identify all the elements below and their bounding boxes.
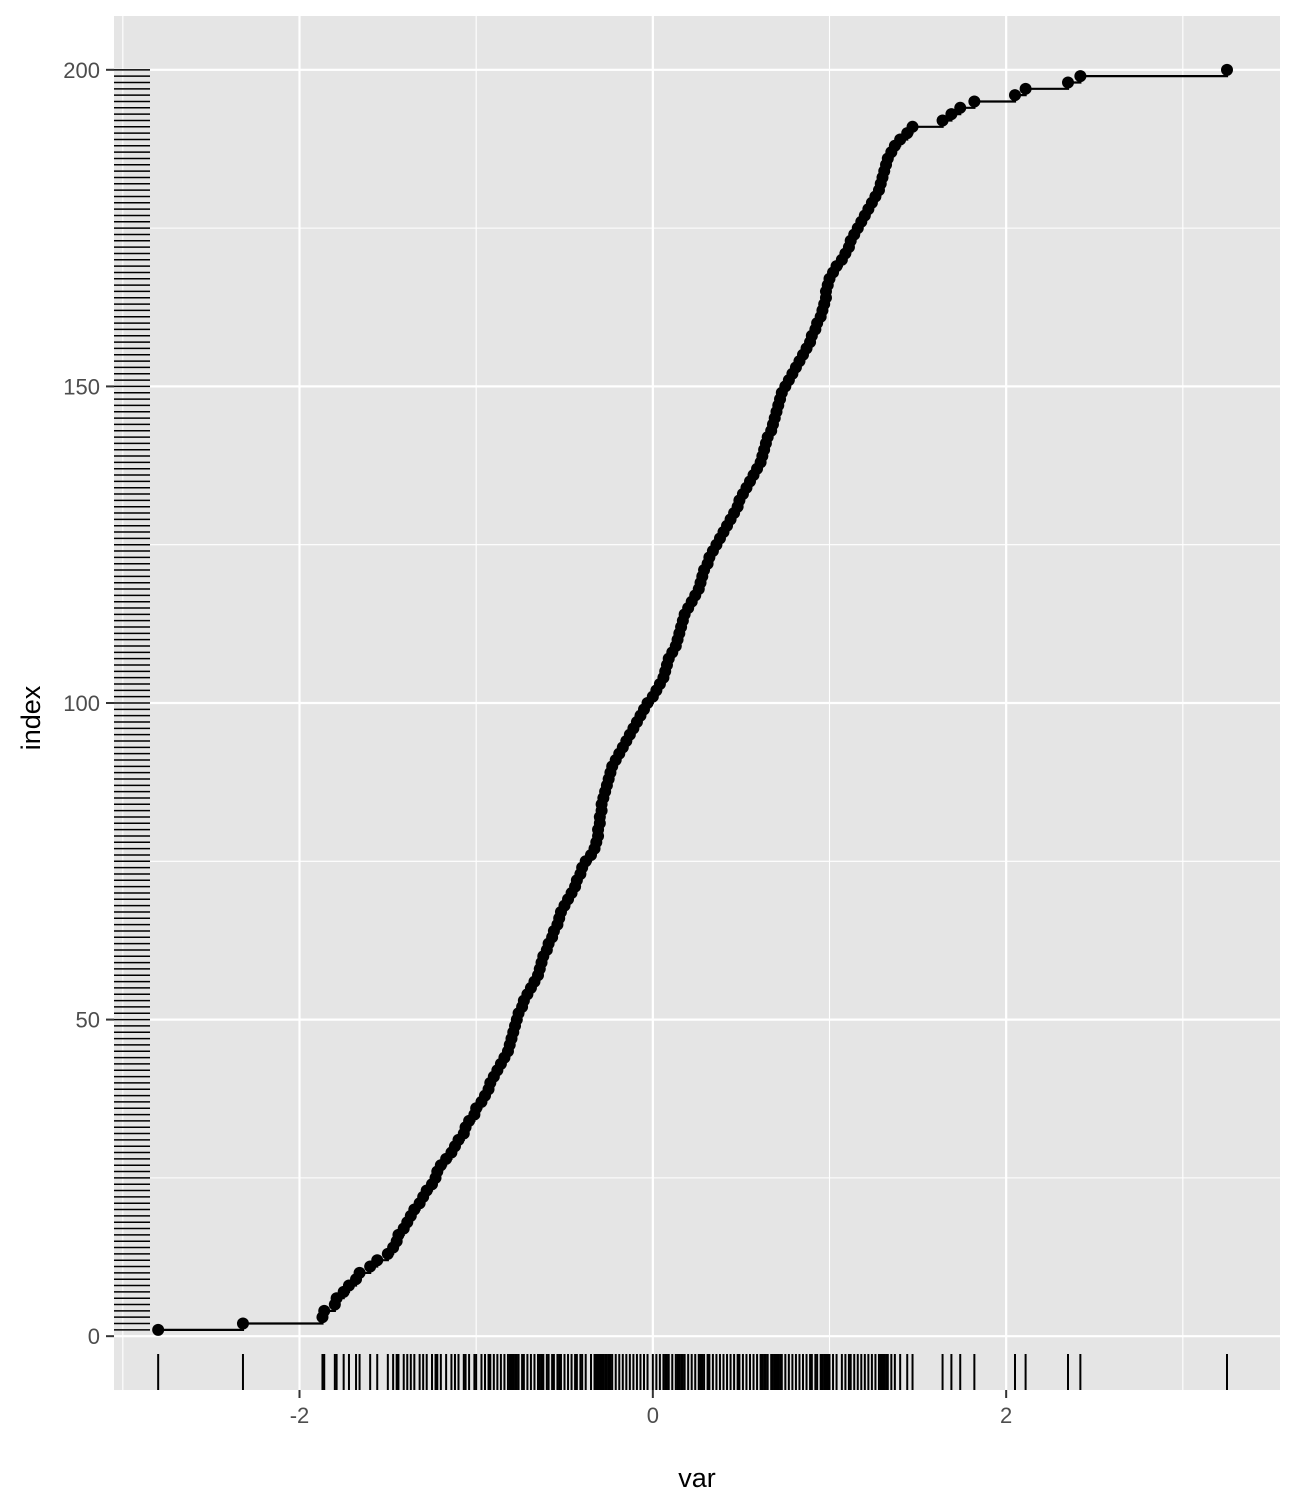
- major-gridlines: [114, 16, 1280, 1390]
- x-tick-label: 2: [1000, 1403, 1012, 1428]
- y-tick-label: 200: [63, 58, 100, 83]
- x-tick-label: 0: [647, 1403, 659, 1428]
- y-tick-label: 50: [76, 1008, 100, 1033]
- y-axis: 0 50 100 150 200: [63, 58, 114, 1349]
- y-tick-label: 100: [63, 691, 100, 716]
- data-point: [954, 101, 967, 114]
- y-tick-label: 0: [88, 1324, 100, 1349]
- left-rug: [114, 69, 150, 1331]
- data-point: [945, 108, 958, 121]
- y-axis-title: index: [16, 685, 46, 750]
- data-point: [353, 1266, 366, 1279]
- x-tick-label: -2: [290, 1403, 310, 1428]
- data-point: [371, 1254, 384, 1267]
- data-point: [936, 114, 949, 127]
- data-point: [1221, 63, 1233, 76]
- data-point: [236, 1317, 249, 1330]
- data-point: [152, 1323, 165, 1336]
- data-point: [1019, 82, 1032, 95]
- x-axis: -2 0 2: [290, 1390, 1012, 1428]
- y-tick-label: 150: [63, 374, 100, 399]
- data-point: [906, 120, 919, 133]
- data-point: [1009, 89, 1021, 102]
- data-point: [1074, 70, 1087, 83]
- bottom-rug: [157, 1354, 1228, 1390]
- data-point: [968, 95, 981, 108]
- data-points: [152, 63, 1233, 1336]
- data-point: [318, 1304, 331, 1317]
- data-point: [1062, 76, 1074, 89]
- x-axis-title: var: [678, 1463, 716, 1493]
